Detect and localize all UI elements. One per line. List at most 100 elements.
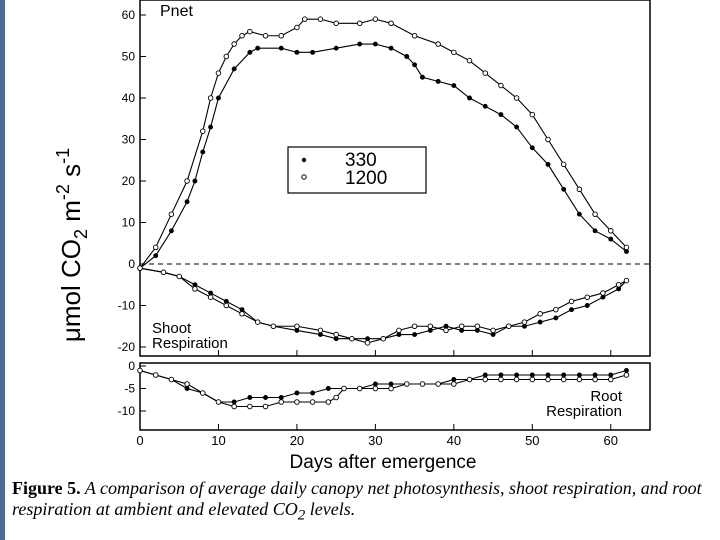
data-point-1200: [231, 403, 237, 410]
data-point-330: [153, 253, 159, 259]
data-point-330: [451, 83, 457, 89]
legend-box: [287, 146, 427, 194]
data-point-330: [608, 372, 614, 378]
data-point-330: [404, 54, 410, 59]
data-point-1200: [513, 95, 520, 101]
data-point-1200: [411, 323, 418, 330]
data-point-1200: [262, 403, 269, 410]
data-point-1200: [427, 323, 434, 330]
data-point-1200: [372, 385, 379, 392]
data-point-1200: [137, 265, 143, 271]
data-point-330: [420, 74, 425, 80]
data-point-1200: [592, 211, 598, 217]
data-point-1200: [560, 161, 567, 168]
data-point-1200: [404, 381, 410, 387]
data-point-1200: [608, 228, 614, 234]
data-point-330: [443, 323, 449, 329]
data-point-330: [231, 399, 237, 405]
data-point-1200: [254, 319, 261, 325]
data-point-1200: [207, 294, 214, 300]
data-point-1200: [545, 376, 551, 383]
data-point-1200: [152, 372, 159, 378]
data-point-330: [529, 145, 535, 151]
data-point-330: [192, 282, 198, 288]
series-line: [139, 267, 627, 344]
data-point-1200: [372, 16, 379, 22]
data-point-330: [545, 372, 551, 378]
data-point-1200: [239, 33, 245, 39]
data-point-330: [231, 66, 237, 72]
data-point-1200: [411, 33, 418, 39]
data-point-330: [388, 381, 394, 387]
data-point-330: [561, 186, 567, 192]
data-point-1200: [451, 49, 457, 56]
data-point-1200: [278, 399, 284, 405]
data-point-330: [184, 386, 190, 391]
data-point-330: [247, 49, 253, 55]
data-point-1200: [223, 302, 230, 309]
data-point-1200: [168, 376, 175, 383]
data-point-330: [278, 45, 284, 51]
data-point-1200: [192, 286, 198, 292]
data-point-330: [372, 381, 378, 387]
data-point-1200: [215, 70, 222, 76]
y-tick-label: 50: [122, 50, 136, 64]
data-point-1200: [364, 340, 371, 346]
data-point-1200: [317, 327, 324, 334]
y-tick-label: -10: [118, 299, 136, 313]
data-point-1200: [568, 298, 575, 305]
y-tick-label: 10: [122, 216, 136, 230]
series-line: [139, 267, 627, 340]
data-point-330: [223, 298, 229, 304]
data-point-330: [498, 112, 504, 118]
data-point-1200: [200, 390, 206, 396]
data-point-1200: [623, 244, 630, 251]
data-point-330: [357, 41, 363, 47]
data-point-1200: [482, 376, 488, 383]
caption-subscript: 2: [297, 507, 306, 524]
data-point-1200: [341, 385, 347, 392]
data-point-330: [482, 372, 488, 378]
data-point-330: [255, 45, 261, 51]
data-point-330: [294, 327, 300, 333]
data-point-330: [474, 327, 480, 333]
data-point-1200: [160, 269, 167, 276]
data-point-1200: [592, 376, 598, 383]
figure-caption: Figure 5. A comparison of average daily …: [12, 478, 702, 527]
data-point-330: [294, 390, 300, 396]
data-point-330: [184, 199, 190, 205]
data-point-1200: [207, 95, 214, 101]
data-point-330: [365, 336, 370, 342]
lower-panel-frame: [139, 362, 651, 431]
shoot-respiration-label: Shoot Respiration: [152, 320, 228, 352]
data-point-1200: [294, 323, 300, 330]
data-point-1200: [498, 82, 504, 89]
data-point-1200: [576, 186, 583, 193]
data-point-1200: [223, 53, 230, 60]
data-point-330: [247, 395, 253, 400]
data-point-330: [498, 372, 504, 378]
data-point-330: [372, 41, 378, 47]
data-point-1200: [443, 327, 449, 334]
data-point-330: [168, 228, 174, 234]
data-point-1200: [537, 311, 543, 317]
data-point-1200: [513, 376, 520, 383]
lower-y-ticks: 0 -5 -10: [118, 359, 146, 418]
data-point-330: [600, 294, 606, 300]
data-point-1200: [584, 294, 590, 300]
data-point-330: [208, 290, 214, 296]
data-point-1200: [325, 399, 332, 405]
data-point-330: [553, 315, 559, 321]
data-point-1200: [333, 394, 339, 401]
slide-edge-bar: [0, 0, 5, 540]
data-point-330: [545, 161, 551, 167]
data-point-330: [192, 178, 198, 184]
data-point-1200: [152, 244, 159, 251]
data-point-1200: [302, 16, 308, 22]
y-tick-label: 0: [128, 359, 135, 373]
data-point-1200: [600, 290, 606, 296]
data-point-1200: [482, 70, 488, 76]
data-point-1200: [176, 273, 182, 280]
data-point-330: [200, 149, 206, 155]
